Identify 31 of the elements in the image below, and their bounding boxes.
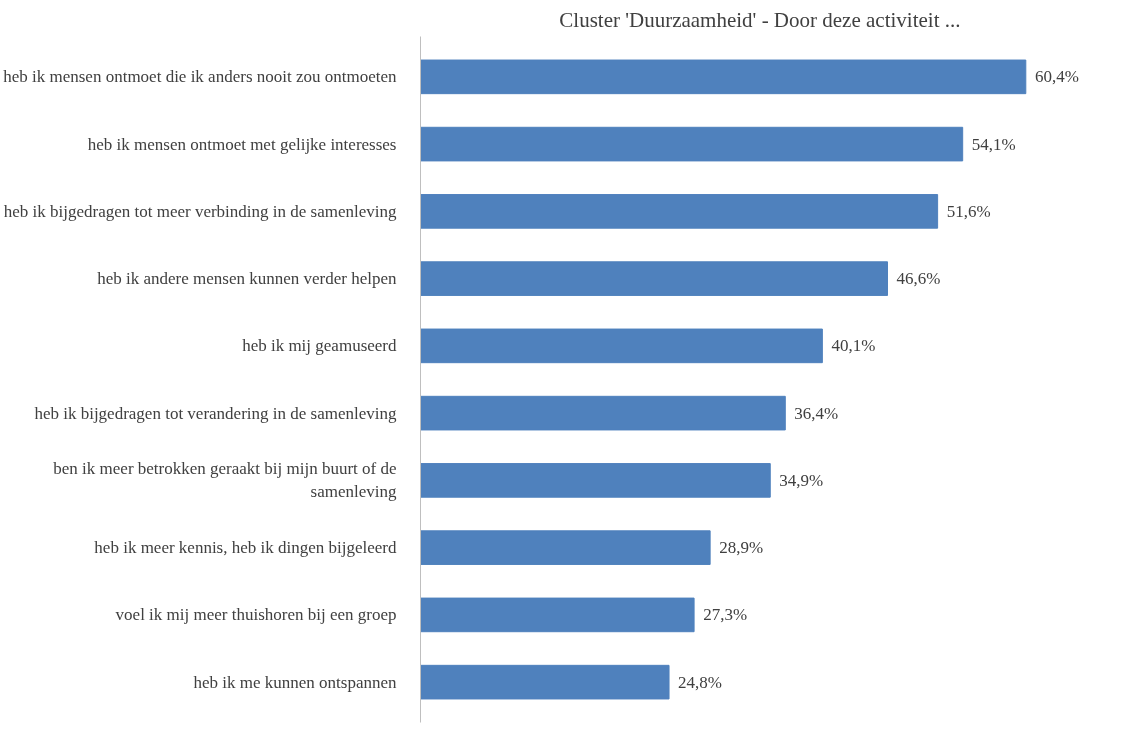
y-tick-label: heb ik me kunnen ontspannen bbox=[193, 672, 397, 692]
data-label: 60,4% bbox=[1034, 67, 1079, 87]
y-tick-label: heb ik mij geamuseerd bbox=[242, 336, 397, 356]
data-label: 54,1% bbox=[971, 134, 1016, 154]
y-tick-label: heb ik meer kennis, heb ik dingen bijgeleerd bbox=[94, 538, 397, 558]
y-tick-label: heb ik mensen ontmoet die ik anders nooit zou ontmoeten bbox=[3, 67, 397, 87]
bar bbox=[420, 597, 695, 633]
bar bbox=[420, 194, 939, 229]
data-label: 24,8% bbox=[678, 672, 723, 692]
y-tick-label: heb ik bijgedragen tot meer verbinding in de samenleving bbox=[3, 201, 397, 221]
data-label: 46,6% bbox=[896, 269, 941, 289]
data-label: 34,9% bbox=[779, 470, 824, 490]
bar bbox=[420, 261, 889, 296]
y-tick-label: voel ik mij meer thuishoren bij een groep bbox=[115, 605, 397, 625]
data-label: 36,4% bbox=[794, 403, 839, 423]
y-tick-label: heb ik bijgedragen tot verandering in de samenleving bbox=[34, 403, 397, 423]
bar bbox=[420, 126, 964, 162]
data-label: 40,1% bbox=[831, 336, 876, 356]
bar bbox=[420, 59, 1027, 95]
y-tick-label: heb ik mensen ontmoet met gelijke interesses bbox=[87, 134, 397, 154]
bar bbox=[420, 530, 711, 565]
y-tick-label: ben ik meer betrokken geraakt bij mijn buurt of de samenleving bbox=[53, 459, 397, 502]
bar bbox=[420, 395, 786, 431]
data-label: 27,3% bbox=[703, 605, 748, 625]
bar bbox=[420, 664, 670, 700]
bar bbox=[420, 463, 771, 498]
data-label: 51,6% bbox=[946, 201, 991, 221]
y-tick-label: heb ik andere mensen kunnen verder helpen bbox=[97, 269, 397, 289]
data-label: 28,9% bbox=[719, 538, 764, 558]
bar bbox=[420, 328, 823, 364]
chart-title: Cluster 'Duurzaamheid' - Door deze activiteit ... bbox=[559, 7, 961, 32]
